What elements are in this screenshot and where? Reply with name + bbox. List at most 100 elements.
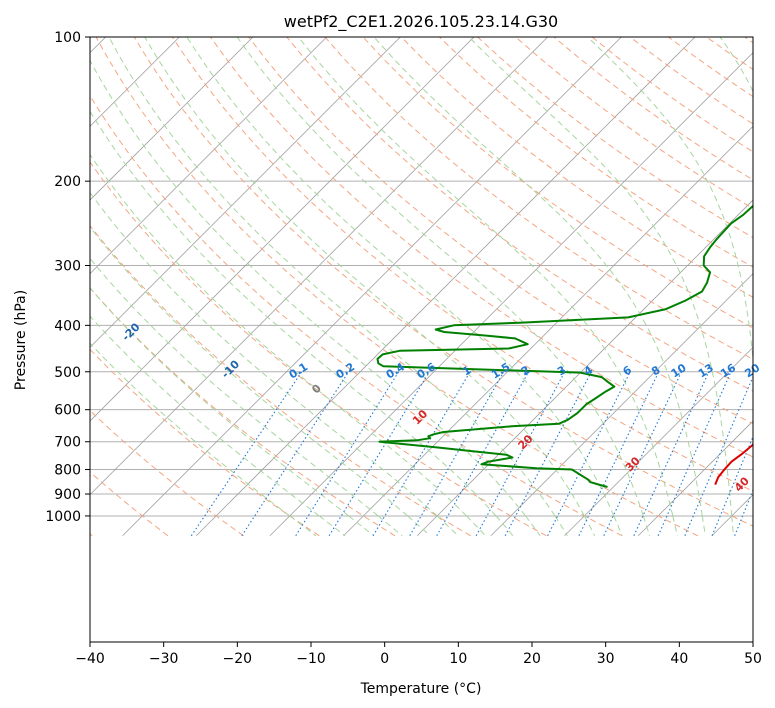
y-tick-label: 500 [54, 365, 81, 381]
mixing-ratio-line [547, 371, 631, 537]
moist-adiabat [236, 37, 644, 517]
dry-adiabat [90, 471, 169, 537]
x-tick-label: 20 [523, 651, 541, 667]
mixing-ratio-line [504, 371, 592, 537]
mixing-ratio-line [436, 371, 530, 537]
dry-adiabat [400, 37, 753, 298]
plot-frame [89, 36, 754, 643]
moist-adiabat [436, 515, 459, 537]
mixing-ratio-line [734, 488, 753, 536]
x-tick-label: 10 [449, 651, 467, 667]
x-axis-label: Temperature (°C) [360, 681, 482, 697]
isotherm-line [490, 273, 753, 537]
dry-adiabat [286, 37, 753, 392]
moist-adiabat [554, 515, 568, 537]
y-axis: 100 200 300 400 500 600 700 800 900 1000 [45, 30, 90, 525]
isotherm-line [90, 37, 549, 496]
y-tick-label: 600 [54, 403, 81, 419]
x-tick-label: 30 [597, 651, 615, 667]
isotherm-line [90, 37, 401, 348]
moist-adiabat [672, 515, 678, 536]
dry-adiabat [248, 37, 753, 425]
dry-adiabat [90, 94, 623, 537]
mixing-ratio-line [241, 371, 350, 537]
moist-adiabat [90, 342, 291, 517]
isotherm-line [564, 346, 753, 537]
moist-adiabat [731, 515, 734, 536]
isotherm-line [90, 37, 475, 422]
mixing-ratio-line [328, 371, 430, 537]
moist-adiabat [90, 287, 349, 517]
moist-adiabat [90, 59, 526, 517]
moist-adiabat [701, 515, 706, 536]
y-tick-label: 400 [54, 318, 81, 334]
profile-lines [376, 204, 753, 488]
moist-adiabat [466, 515, 486, 537]
moist-adiabat [298, 37, 674, 516]
mixing-ratio-line [190, 371, 303, 537]
moist-adiabat [377, 515, 403, 537]
dry-adiabat [133, 37, 753, 527]
dry-adiabat [90, 161, 547, 537]
x-tick-label: −20 [223, 651, 253, 667]
y-tick-label: 200 [54, 174, 81, 190]
background-lines [90, 37, 753, 537]
dry-adiabat [90, 224, 471, 537]
y-tick-label: 1000 [45, 509, 81, 525]
isotherm-line [90, 37, 180, 127]
x-tick-label: 50 [744, 651, 762, 667]
moist-adiabat [90, 226, 408, 517]
moist-adiabat [90, 191, 438, 517]
y-tick-label: 100 [54, 30, 81, 46]
moist-adiabat [642, 515, 651, 536]
moist-adiabat [90, 153, 467, 517]
mixing-ratio-line [578, 371, 660, 537]
dry-adiabat [95, 37, 699, 537]
y-tick-label: 300 [54, 259, 81, 275]
moist-adiabat [90, 315, 320, 517]
moist-adiabat [90, 110, 497, 517]
x-tick-label: −10 [296, 651, 326, 667]
chart-title: wetPf2_C2E1.2026.105.23.14.G30 [284, 12, 558, 32]
x-tick-label: 0 [380, 651, 389, 667]
moist-adiabat [373, 37, 703, 516]
moist-adiabat [407, 515, 431, 537]
moist-adiabat [468, 37, 733, 516]
x-axis: −40 −30 −20 −10 0 10 20 30 40 50 [75, 642, 762, 667]
moist-adiabat [186, 37, 615, 517]
moist-adiabat [525, 515, 541, 537]
isotherm-line [90, 37, 328, 275]
mixing-ratio-line [711, 435, 753, 536]
dry-adiabat [476, 37, 753, 239]
dry-adiabat [209, 37, 753, 458]
isotherm-line [90, 37, 254, 201]
isotherm-line [416, 199, 753, 537]
moist-adiabat [318, 515, 346, 537]
moist-adiabat [90, 257, 379, 517]
y-tick-label: 900 [54, 487, 81, 503]
x-tick-label: −30 [149, 651, 179, 667]
isotherm-line [122, 37, 622, 537]
dewpoint-profile-line [376, 204, 753, 488]
y-tick-label: 800 [54, 463, 81, 479]
mixing-ratio-line [295, 371, 400, 537]
moist-adiabat [613, 515, 623, 536]
isotherm-line [195, 37, 696, 537]
moist-adiabat [289, 515, 317, 537]
isotherm-line [343, 125, 753, 537]
mixing-ratio-line [475, 371, 566, 537]
x-tick-label: 40 [670, 651, 688, 667]
moist-adiabat [495, 515, 514, 537]
x-tick-label: −40 [75, 651, 105, 667]
isotherm-line [637, 420, 753, 537]
dry-adiabat [90, 287, 396, 537]
moist-adiabat [108, 37, 556, 517]
moist-adiabat [348, 515, 375, 537]
y-tick-label: 700 [54, 435, 81, 451]
dry-adiabat [362, 37, 753, 329]
mixing-ratio-line [684, 375, 753, 536]
dry-adiabat [171, 37, 753, 492]
moist-adiabat [583, 515, 596, 536]
y-axis-label: Pressure (hPa) [13, 290, 29, 390]
